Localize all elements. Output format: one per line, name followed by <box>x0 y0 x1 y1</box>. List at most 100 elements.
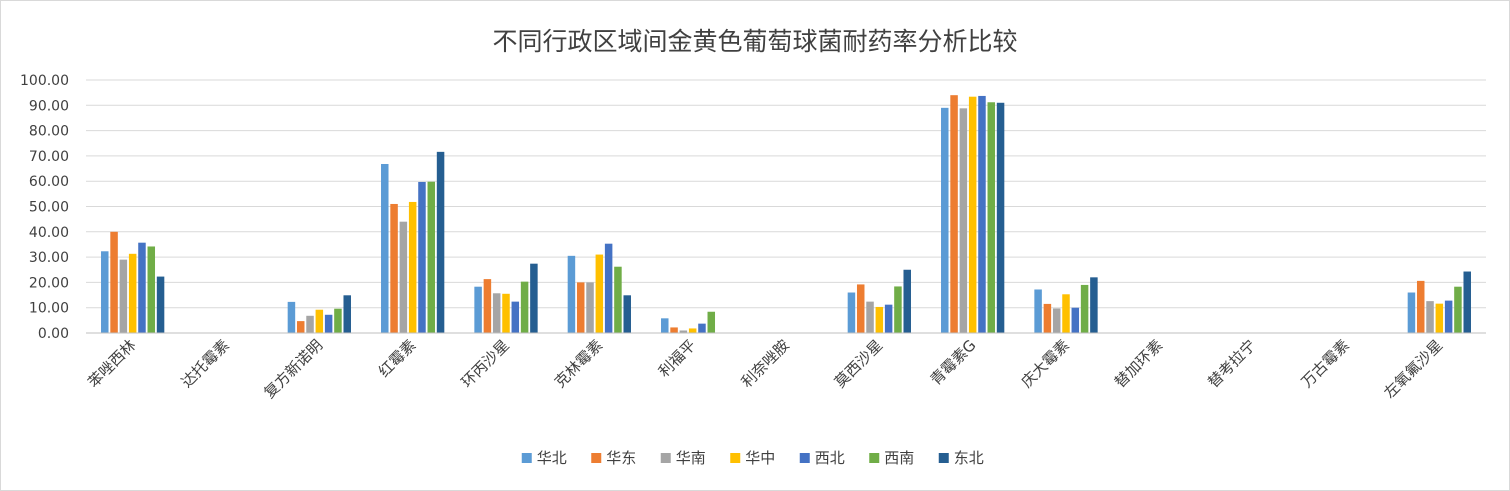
bar <box>987 102 996 333</box>
legend-label: 西北 <box>815 449 845 467</box>
bar <box>670 327 678 333</box>
bar <box>576 282 585 333</box>
x-category-label: 万古霉素 <box>1298 336 1353 391</box>
bar <box>101 251 109 333</box>
legend-label: 华东 <box>606 449 636 467</box>
x-category-label: 莫西沙星 <box>831 336 886 391</box>
bar <box>156 276 165 333</box>
y-tick-label: 0.00 <box>38 326 69 342</box>
bar <box>492 293 501 333</box>
y-tick-label: 100.00 <box>20 73 69 89</box>
x-category-label: 左氧氟沙星 <box>1380 336 1446 402</box>
x-category-label: 青霉素G <box>927 336 980 389</box>
x-category-label: 替加环素 <box>1111 336 1166 391</box>
y-tick-label: 90.00 <box>29 98 69 114</box>
legend-swatch <box>799 453 810 463</box>
y-tick-label: 70.00 <box>29 149 69 165</box>
bar <box>483 279 492 333</box>
legend-swatch <box>591 453 602 463</box>
bar <box>866 301 874 333</box>
y-tick-label: 60.00 <box>29 174 69 190</box>
bar <box>1444 300 1453 333</box>
bar <box>950 95 958 334</box>
bar <box>1463 271 1471 333</box>
bar <box>1454 286 1462 333</box>
bar <box>567 255 576 333</box>
bar <box>959 108 968 333</box>
x-axis-categories: 苯唑西林 达托霉素 复方新诺明 红霉素 环丙沙星 克林霉素 利福平 利奈唑胺 莫西沙星 青霉素G 庆… <box>84 336 1446 402</box>
legend-swatch <box>521 453 532 463</box>
bar <box>334 308 342 333</box>
bar <box>941 107 949 333</box>
legend-label: 华北 <box>537 449 567 467</box>
bar <box>147 246 156 333</box>
bar <box>1034 289 1042 333</box>
bar <box>296 321 305 333</box>
bar <box>903 269 911 333</box>
bar <box>1052 308 1061 333</box>
bar <box>343 295 351 333</box>
bar <box>1426 301 1434 333</box>
legend-swatch <box>938 453 949 463</box>
legend-label: 华南 <box>676 449 706 467</box>
y-tick-label: 30.00 <box>29 250 69 266</box>
bar <box>427 181 436 333</box>
bar <box>679 330 688 333</box>
x-category-label: 苯唑西林 <box>84 336 139 391</box>
bar <box>381 163 389 333</box>
y-tick-label: 20.00 <box>29 275 69 291</box>
bar <box>1043 303 1052 333</box>
bar <box>399 221 408 333</box>
x-category-label: 达托霉素 <box>178 336 233 391</box>
gridlines <box>86 79 1486 309</box>
bar <box>614 266 622 333</box>
x-category-label: 红霉素 <box>375 336 420 381</box>
legend-label: 西南 <box>884 449 914 467</box>
bar <box>474 286 482 333</box>
bar <box>996 102 1005 334</box>
bar <box>1071 307 1080 333</box>
bar <box>623 295 631 333</box>
legend: 华北 华东 华南 华中 西北 西南 东北 <box>521 449 984 467</box>
x-category-label: 环丙沙星 <box>458 336 513 391</box>
bar <box>1062 294 1070 333</box>
y-tick-label: 80.00 <box>29 124 69 140</box>
bar <box>595 254 604 333</box>
legend-swatch <box>869 453 880 463</box>
bar <box>856 284 865 333</box>
x-category-label: 庆大霉素 <box>1018 336 1073 391</box>
bar <box>661 318 669 333</box>
bar <box>511 301 520 333</box>
bar <box>707 311 716 333</box>
bar <box>315 309 324 333</box>
y-tick-label: 40.00 <box>29 225 69 241</box>
legend-label: 华中 <box>745 449 775 467</box>
bar <box>1407 292 1416 333</box>
bar <box>1435 303 1444 333</box>
x-category-label: 替考拉宁 <box>1204 336 1259 391</box>
bar <box>306 315 314 333</box>
bars <box>101 95 1471 334</box>
bar <box>884 304 893 333</box>
chart-title: 不同行政区域间金黄色葡萄球菌耐药率分析比较 <box>492 27 1018 56</box>
bar <box>138 242 146 333</box>
bar <box>875 306 884 333</box>
bar <box>119 259 128 333</box>
x-category-label: 复方新诺明 <box>260 336 326 402</box>
bar <box>418 181 426 333</box>
bar <box>604 243 613 333</box>
legend-label: 东北 <box>954 449 984 467</box>
bar <box>520 281 529 333</box>
bar <box>287 301 296 333</box>
bar <box>530 263 538 333</box>
bar <box>688 328 697 333</box>
bar <box>978 95 986 334</box>
legend-swatch <box>730 453 741 463</box>
bar <box>1090 277 1098 333</box>
bar <box>847 292 856 333</box>
x-category-label: 克林霉素 <box>551 336 606 391</box>
bar <box>110 231 118 333</box>
bar <box>586 282 594 333</box>
